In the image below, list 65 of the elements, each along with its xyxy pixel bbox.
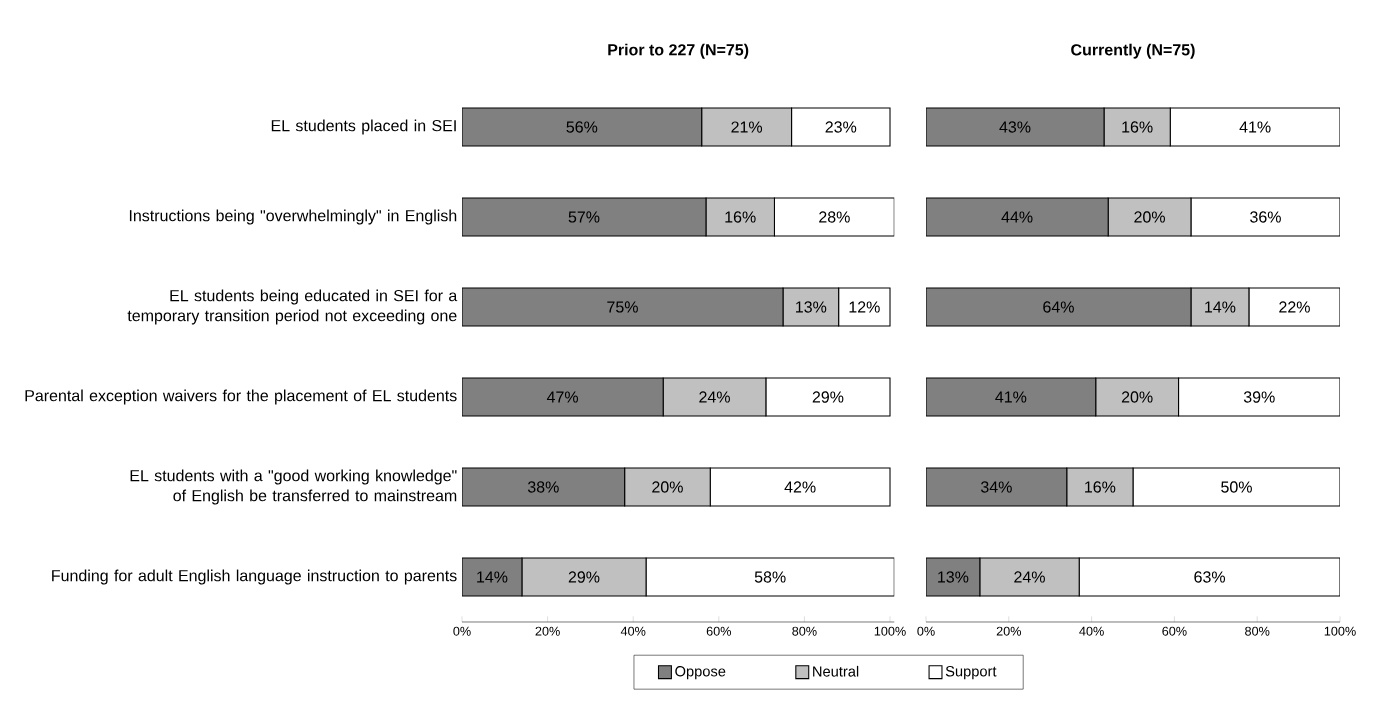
- bar: [1095, 377, 1180, 417]
- data-label: 13%: [938, 571, 969, 583]
- data-label: 16%: [725, 211, 756, 223]
- legend-label: Neutral: [813, 665, 859, 677]
- data-label: 38%: [527, 481, 559, 493]
- data-label: 24%: [1014, 571, 1045, 583]
- x-tick-label: 80%: [792, 626, 817, 636]
- data-label: 56%: [566, 121, 598, 133]
- data-label: 43%: [999, 121, 1031, 133]
- bar: [926, 467, 1068, 507]
- data-label: 16%: [1122, 121, 1153, 133]
- data-label: 14%: [477, 571, 508, 583]
- x-tick-label: 20%: [996, 626, 1022, 636]
- chart-title: Prior to 227 (N=75): [608, 43, 749, 59]
- bar: [926, 197, 1109, 237]
- data-label: 64%: [1043, 301, 1074, 313]
- data-label: 29%: [568, 571, 600, 583]
- data-label: 41%: [995, 391, 1027, 403]
- y-tick-label: Instructions being "overwhelmingly" in English: [129, 209, 457, 225]
- data-label: 75%: [607, 301, 638, 313]
- x-tick-label: 60%: [706, 626, 732, 636]
- data-label: 24%: [699, 391, 730, 403]
- y-tick-label: EL students with a "good working knowledge" of English be transferred to mainstream: [130, 469, 457, 505]
- legend-label: Support: [945, 666, 997, 680]
- data-label: 47%: [546, 391, 579, 403]
- x-tick-label: 0%: [453, 626, 471, 636]
- data-label: 21%: [731, 121, 763, 133]
- data-label: 23%: [825, 121, 857, 133]
- bar: [926, 107, 1105, 147]
- y-tick-label: EL students being educated in SEI for a temporary transition period not exceeding one: [127, 289, 458, 325]
- y-tick-label: Funding for adult English language instruction to parents: [52, 569, 457, 585]
- data-label: 20%: [652, 481, 683, 493]
- x-tick-label: 100%: [874, 626, 906, 636]
- bar: [926, 287, 1192, 327]
- data-label: 57%: [568, 211, 600, 223]
- data-label: 39%: [1243, 391, 1275, 403]
- x-tick-label: 40%: [620, 626, 646, 636]
- x-tick-label: 40%: [1079, 626, 1104, 636]
- x-tick-label: 100%: [1324, 626, 1356, 636]
- x-tick-label: 0%: [917, 626, 935, 636]
- x-tick-label: 20%: [535, 626, 560, 636]
- data-label: 42%: [784, 481, 816, 493]
- legend-label: Oppose: [675, 666, 726, 680]
- y-tick-label: EL students placed in SEI: [271, 119, 456, 135]
- data-label: 13%: [796, 301, 827, 313]
- data-label: 16%: [1085, 481, 1116, 493]
- data-label: 34%: [980, 481, 1012, 493]
- data-label: 36%: [1250, 211, 1281, 223]
- data-label: 14%: [1205, 301, 1236, 313]
- x-tick-label: 60%: [1162, 626, 1187, 636]
- x-tick-label: 80%: [1245, 626, 1270, 636]
- data-label: 12%: [849, 301, 880, 313]
- data-label: 63%: [1194, 571, 1226, 583]
- y-tick-label: Parental exception waivers for the placement of EL students: [25, 389, 457, 405]
- bar: [926, 377, 1097, 417]
- chart-title: Currently (N=75): [1071, 43, 1195, 59]
- data-label: 50%: [1221, 481, 1252, 493]
- data-label: 29%: [812, 391, 844, 403]
- data-label: 28%: [819, 211, 850, 223]
- data-label: 41%: [1239, 121, 1271, 133]
- data-label: 22%: [1279, 301, 1310, 313]
- data-label: 58%: [754, 571, 786, 583]
- data-label: 20%: [1134, 211, 1165, 223]
- data-label: 20%: [1121, 391, 1153, 403]
- data-label: 44%: [1001, 211, 1033, 223]
